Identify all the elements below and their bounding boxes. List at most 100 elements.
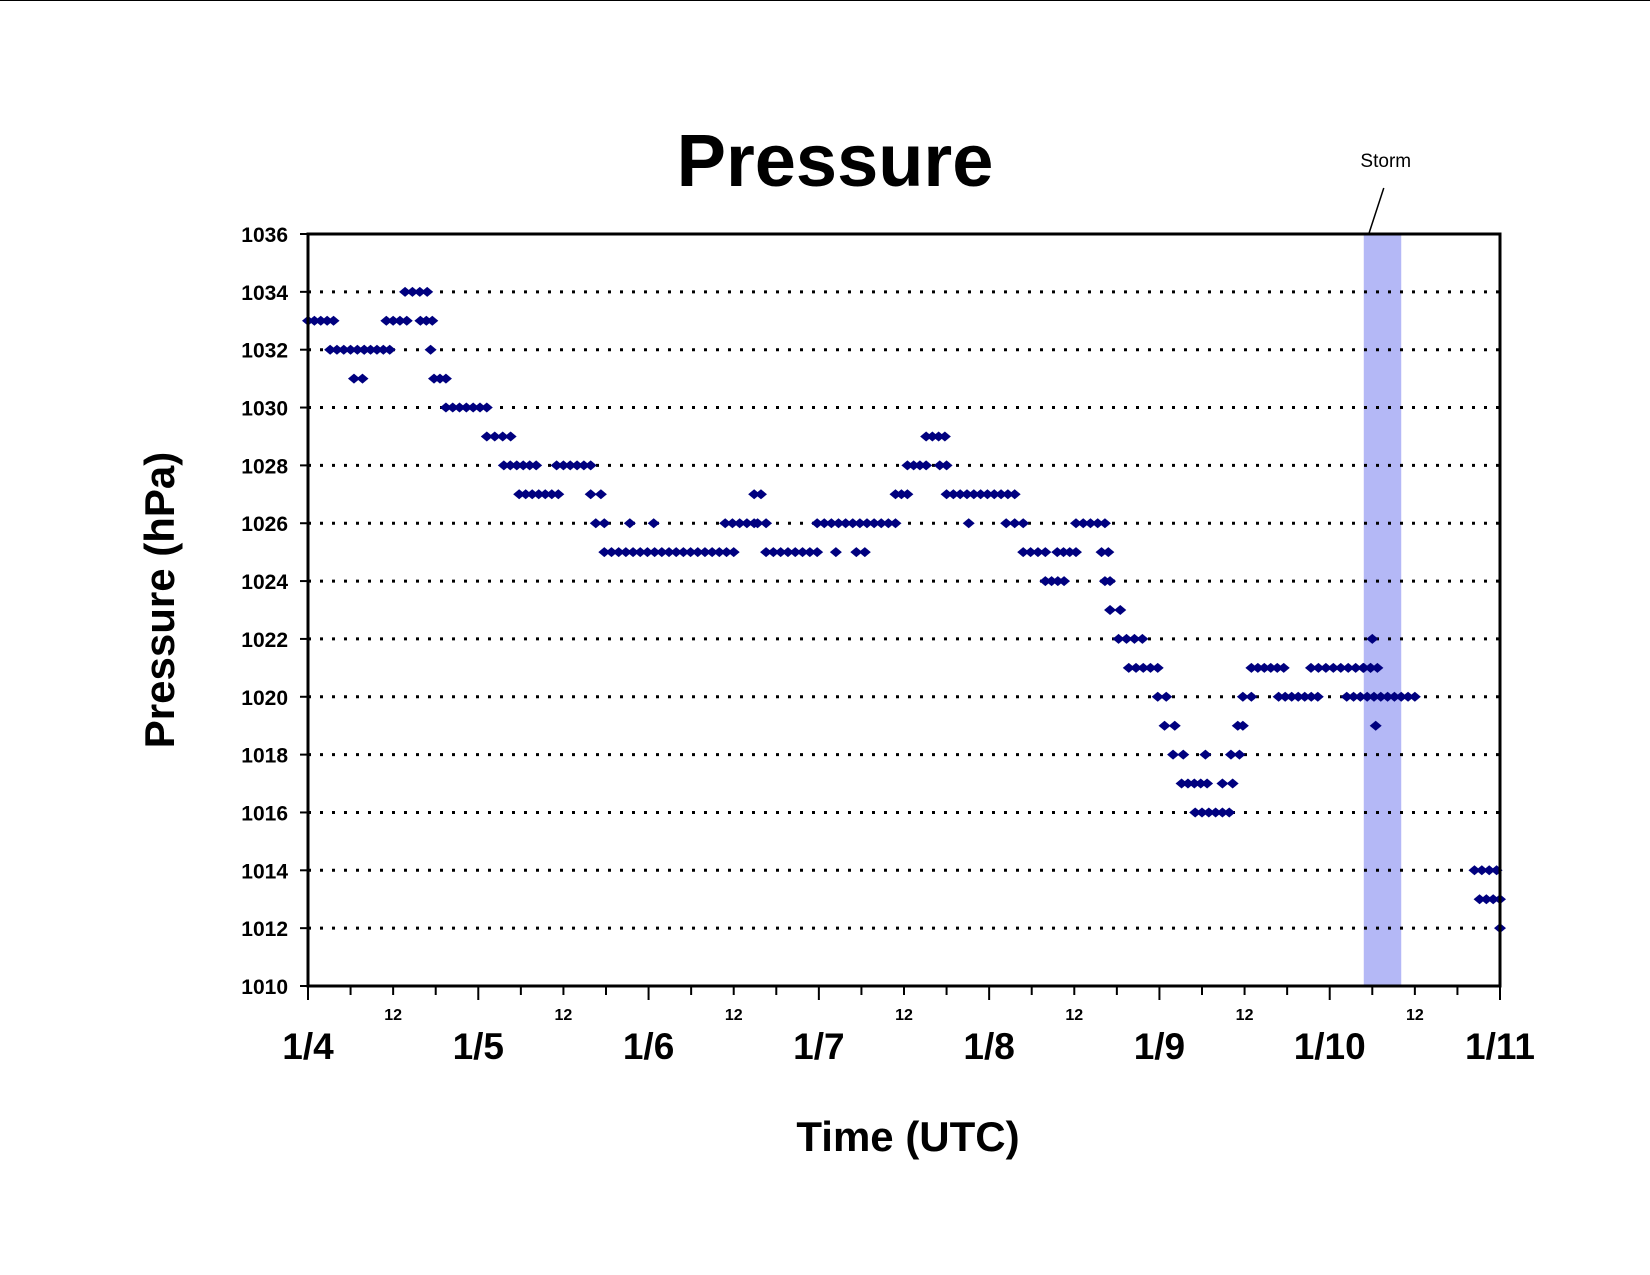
data-point (954, 489, 967, 500)
data-point (1342, 662, 1355, 673)
data-point (1334, 662, 1347, 673)
data-point (594, 489, 607, 500)
data-point (1285, 691, 1298, 702)
chart-title: Pressure (677, 119, 994, 202)
data-point (1122, 662, 1135, 673)
data-point (803, 547, 816, 558)
data-point (1017, 547, 1030, 558)
data-point (1039, 547, 1052, 558)
data-point (1216, 778, 1229, 789)
data-point (1272, 691, 1285, 702)
data-point (539, 489, 552, 500)
y-tick-label-1010: 1010 (241, 976, 288, 999)
data-point (1084, 518, 1097, 529)
data-points (302, 286, 1506, 934)
data-point (1271, 662, 1284, 673)
data-point (439, 373, 452, 384)
data-point (497, 460, 510, 471)
data-point (1189, 807, 1202, 818)
data-point (480, 431, 493, 442)
data-point (612, 547, 625, 558)
data-point (740, 518, 753, 529)
data-point (1305, 691, 1318, 702)
data-point (858, 547, 871, 558)
data-point (589, 518, 602, 529)
data-point (314, 315, 327, 326)
data-point (605, 547, 618, 558)
data-point (825, 518, 838, 529)
data-point (698, 547, 711, 558)
data-point (1031, 547, 1044, 558)
data-point (889, 518, 902, 529)
data-point (1487, 894, 1500, 905)
data-point (358, 344, 371, 355)
top-border-line (0, 0, 1650, 1)
x-tick-label-1/5: 1/5 (453, 1026, 504, 1067)
data-point (1000, 518, 1013, 529)
data-point (1367, 691, 1380, 702)
data-point (1104, 576, 1117, 587)
axis-ticks (300, 233, 1501, 1000)
data-point (1347, 691, 1360, 702)
data-point (1340, 691, 1353, 702)
data-point (1128, 633, 1141, 644)
data-point (647, 518, 660, 529)
data-point (1319, 662, 1332, 673)
data-point (1408, 691, 1421, 702)
data-point (1369, 720, 1382, 731)
data-point (1371, 662, 1384, 673)
data-point (467, 402, 480, 413)
data-point (706, 547, 719, 558)
data-point (988, 489, 1001, 500)
data-point (439, 402, 452, 413)
data-point (655, 547, 668, 558)
data-point (1480, 894, 1493, 905)
data-point (1233, 749, 1246, 760)
data-point (327, 315, 340, 326)
data-point (523, 460, 536, 471)
data-point (1349, 662, 1362, 673)
data-point (480, 402, 493, 413)
data-point (504, 460, 517, 471)
data-point (1104, 605, 1117, 615)
data-point (1177, 749, 1190, 760)
data-point (1045, 576, 1058, 587)
data-point (1216, 807, 1229, 818)
y-tick-label-1030: 1030 (241, 398, 288, 421)
data-point (1175, 778, 1188, 789)
data-point (1199, 749, 1212, 760)
data-point (1051, 576, 1064, 587)
data-point (473, 402, 486, 413)
y-tick-label-1012: 1012 (241, 918, 288, 941)
data-point (393, 315, 406, 326)
x-axis-title: Time (UTC) (796, 1113, 1019, 1160)
data-point (1167, 749, 1180, 760)
data-point (811, 518, 824, 529)
data-point (337, 344, 350, 355)
data-point (1151, 662, 1164, 673)
data-point (519, 489, 532, 500)
y-tick-label-1014: 1014 (241, 860, 288, 883)
data-point (1136, 633, 1149, 644)
y-tick-label-1022: 1022 (241, 629, 288, 652)
data-point (584, 489, 597, 500)
data-point (532, 489, 545, 500)
x-tick-label-1/8: 1/8 (963, 1026, 1014, 1067)
data-point (754, 489, 767, 500)
data-point (1069, 547, 1082, 558)
data-point (406, 286, 419, 297)
data-point (1151, 691, 1164, 702)
plot-frame (306, 232, 1502, 988)
data-point (598, 518, 611, 529)
data-point (961, 489, 974, 500)
data-point (677, 547, 690, 558)
data-point (1224, 749, 1237, 760)
data-point (1279, 691, 1292, 702)
data-point (1102, 547, 1115, 558)
data-point (1137, 662, 1150, 673)
data-point (907, 460, 920, 471)
data-point (1312, 662, 1325, 673)
y-axis-title: Pressure (hPa) (136, 452, 183, 748)
data-point (1181, 778, 1194, 789)
data-point (839, 518, 852, 529)
